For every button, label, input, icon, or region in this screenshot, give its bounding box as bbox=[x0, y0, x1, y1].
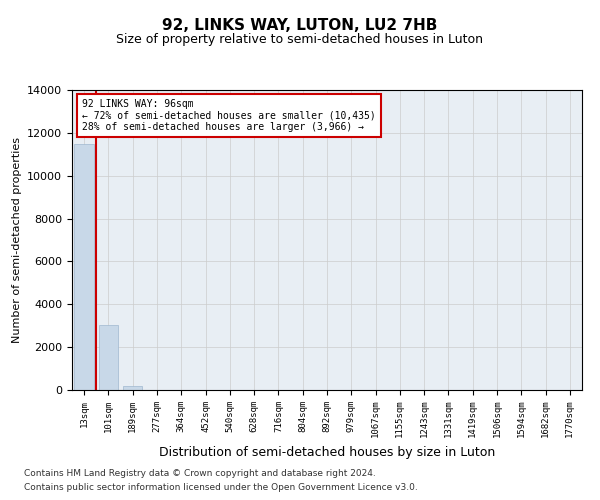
Text: 92 LINKS WAY: 96sqm
← 72% of semi-detached houses are smaller (10,435)
28% of se: 92 LINKS WAY: 96sqm ← 72% of semi-detach… bbox=[82, 99, 376, 132]
Bar bbox=[74, 144, 94, 390]
Text: 92, LINKS WAY, LUTON, LU2 7HB: 92, LINKS WAY, LUTON, LU2 7HB bbox=[163, 18, 437, 32]
X-axis label: Distribution of semi-detached houses by size in Luton: Distribution of semi-detached houses by … bbox=[159, 446, 495, 458]
Text: Contains public sector information licensed under the Open Government Licence v3: Contains public sector information licen… bbox=[24, 484, 418, 492]
Text: Size of property relative to semi-detached houses in Luton: Size of property relative to semi-detach… bbox=[116, 32, 484, 46]
Bar bbox=[123, 386, 142, 390]
Y-axis label: Number of semi-detached properties: Number of semi-detached properties bbox=[11, 137, 22, 343]
Bar bbox=[99, 324, 118, 390]
Text: Contains HM Land Registry data © Crown copyright and database right 2024.: Contains HM Land Registry data © Crown c… bbox=[24, 468, 376, 477]
